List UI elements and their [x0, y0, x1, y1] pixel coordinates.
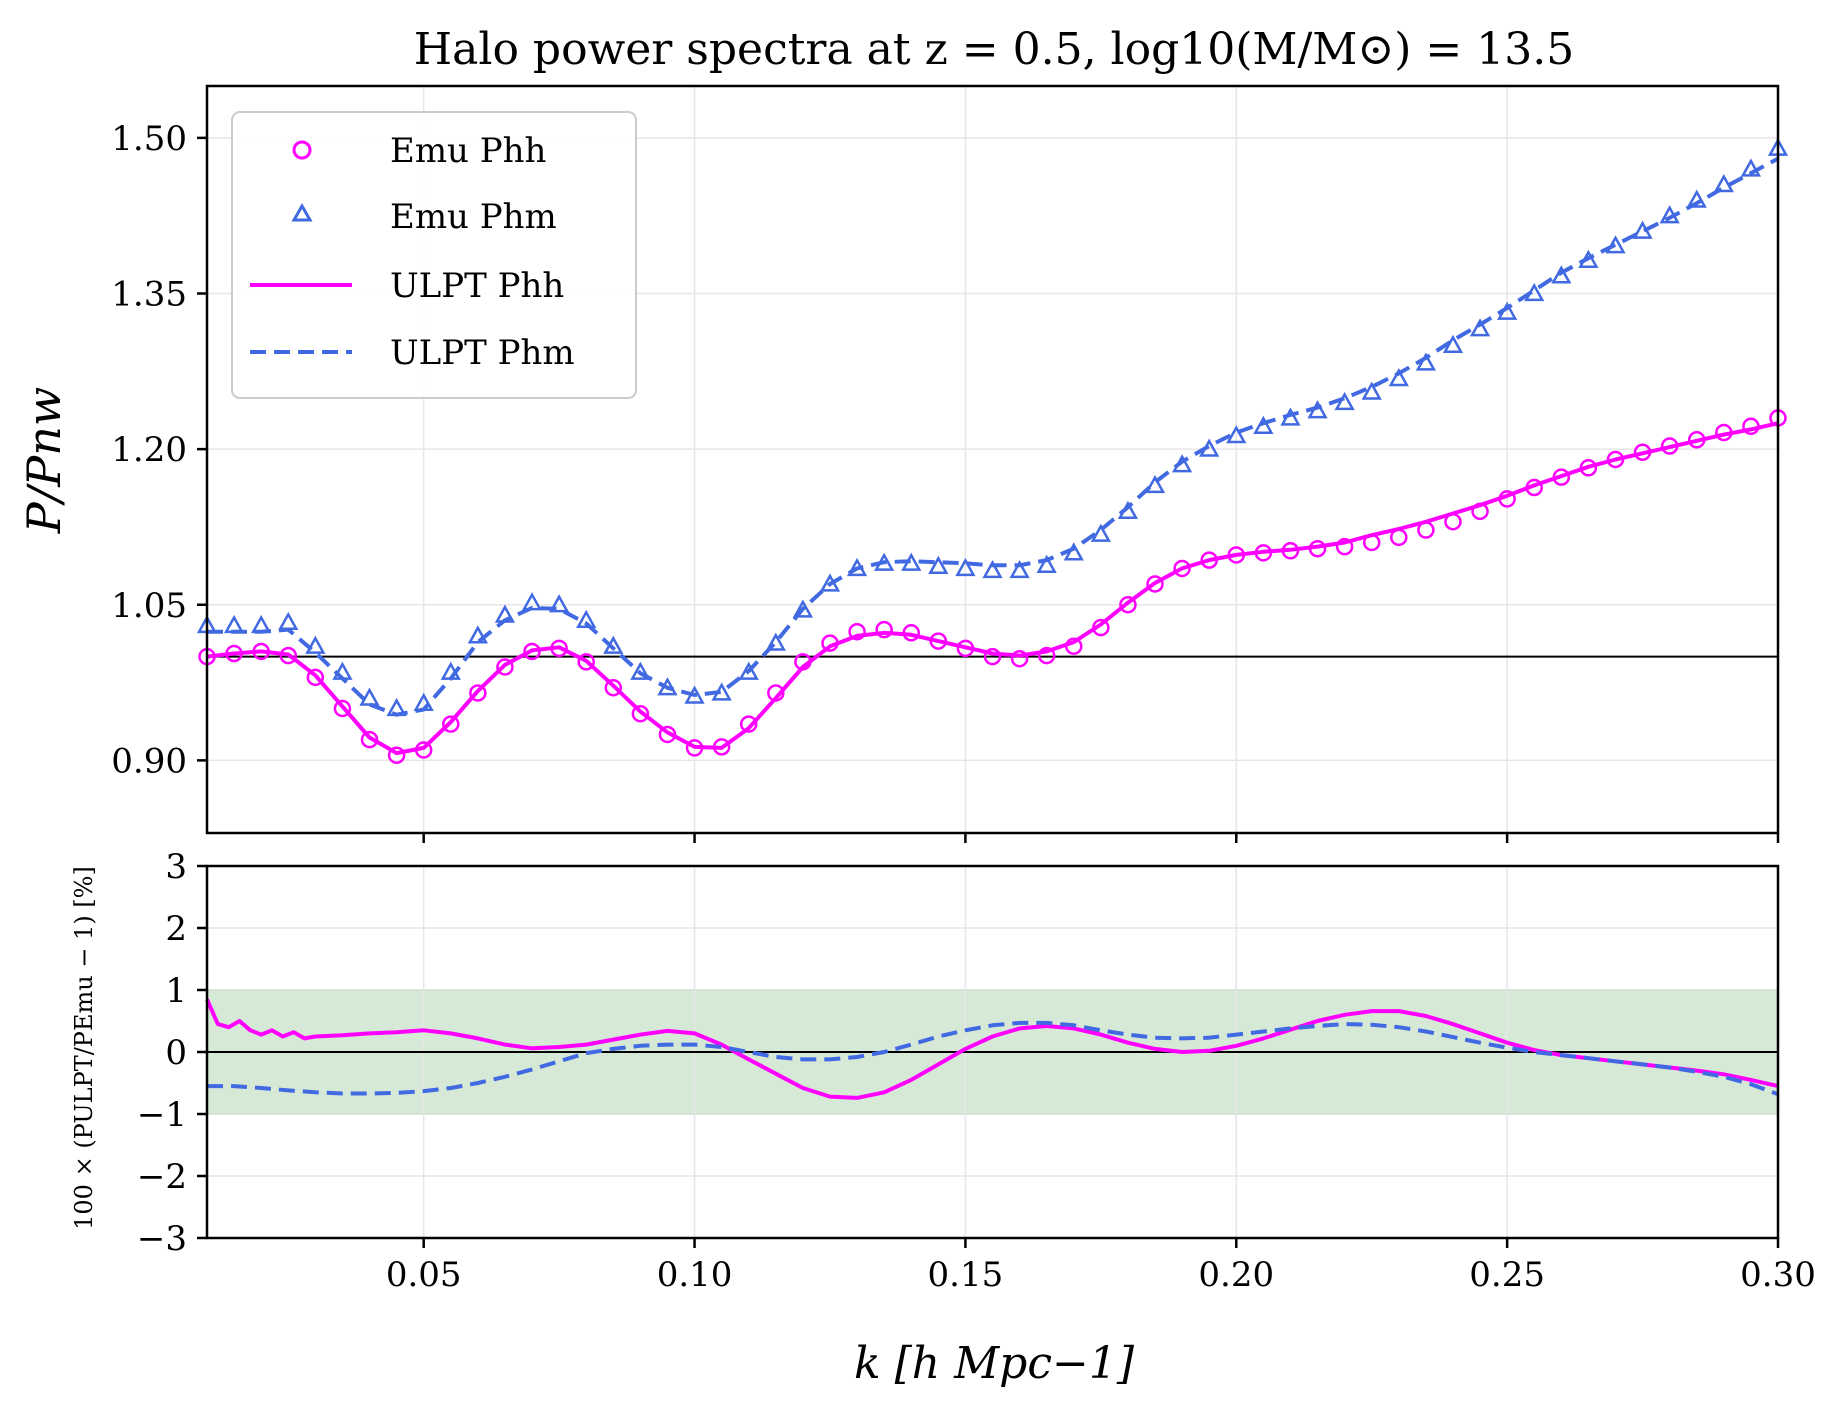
legend: Emu Phh Emu Phm ULPT Phh ULPT Phm: [231, 111, 637, 399]
data-point-circle: [983, 647, 1002, 666]
legend-item-emu-hm: Emu Phm: [291, 197, 557, 237]
top-y-tick-label: 0.90: [111, 741, 187, 781]
data-point-triangle: [1469, 318, 1491, 337]
legend-item-ulpt-hh: ULPT Phh: [250, 266, 564, 306]
data-point-circle: [631, 704, 650, 723]
data-point-triangle: [1361, 381, 1382, 400]
data-point-circle: [1010, 649, 1029, 668]
data-point-circle: [496, 658, 514, 676]
data-point-circle: [1146, 575, 1164, 593]
legend-triangle-marker-icon: [291, 202, 313, 222]
data-point-triangle: [1036, 554, 1057, 573]
bottom-panel: −3 −2 −1 0 1 2 3 0.05 0.10 0.15 0.20 0.25 0.30 100 …: [70, 847, 1816, 1389]
top-grid: [207, 86, 1779, 833]
top-y-tick-label: 1.05: [111, 586, 187, 626]
data-point-circle: [739, 715, 758, 733]
series-line-ulpt-phm: [207, 156, 1779, 717]
data-point-circle: [848, 622, 866, 641]
top-y-axis-label: P/Pnw: [17, 387, 71, 534]
data-point-triangle: [1686, 189, 1707, 208]
top-y-tick-label: 1.20: [111, 430, 187, 470]
data-point-triangle: [928, 555, 949, 575]
data-point-triangle: [359, 687, 380, 706]
data-point-circle: [577, 653, 595, 671]
bottom-y-tick-label: 3: [165, 847, 187, 887]
x-tick-label: 0.05: [386, 1255, 462, 1295]
data-point-triangle: [1253, 415, 1274, 434]
data-point-triangle: [630, 661, 651, 680]
series-line-ulpt-phh: [206, 421, 1779, 756]
data-point-circle: [1119, 596, 1137, 614]
data-point-triangle: [955, 557, 976, 577]
top-panel: 0.90 1.05 1.20 1.35 1.50 P/Pnw Emu Phh Emu P…: [17, 84, 1789, 843]
bottom-y-tick-label: −3: [137, 1219, 187, 1259]
top-y-tick-label: 1.50: [111, 119, 187, 159]
legend-box: [231, 111, 637, 399]
bottom-x-ticks: 0.05 0.10 0.15 0.20 0.25 0.30: [386, 1238, 1816, 1295]
bottom-y-tick-label: −2: [137, 1157, 187, 1197]
data-point-triangle: [1388, 368, 1409, 387]
data-point-circle: [333, 699, 352, 718]
data-point-triangle: [1144, 474, 1166, 494]
data-point-circle: [1037, 646, 1056, 665]
legend-item-emu-hh: Emu Phh: [292, 131, 546, 171]
x-tick-label: 0.15: [928, 1255, 1004, 1295]
bottom-y-tick-label: 0: [165, 1033, 187, 1073]
x-tick-label: 0.30: [1740, 1255, 1816, 1295]
bottom-y-axis-label: 100 × (PULPT/PEmu − 1) [%]: [70, 866, 98, 1230]
data-point-triangle: [765, 632, 786, 651]
x-tick-label: 0.25: [1469, 1255, 1545, 1295]
legend-label-ulpt-hh: ULPT Phh: [390, 266, 564, 306]
data-point-triangle: [1009, 559, 1030, 579]
data-point-circle: [1173, 559, 1191, 578]
data-point-circle: [387, 746, 406, 764]
data-point-triangle: [738, 661, 759, 680]
bottom-y-tick-label: 2: [165, 909, 187, 949]
residual-line-hm: [207, 1020, 1779, 1097]
legend-item-ulpt-hm: ULPT Phm: [250, 333, 575, 373]
data-point-triangle: [548, 594, 570, 613]
legend-label-emu-hm: Emu Phm: [390, 197, 557, 237]
top-series: [196, 137, 1789, 764]
data-point-triangle: [1226, 425, 1247, 444]
data-point-triangle: [467, 625, 488, 644]
top-y-ticks: 0.90 1.05 1.20 1.35 1.50: [111, 119, 207, 781]
data-point-circle: [1335, 537, 1354, 556]
data-point-circle: [442, 715, 460, 733]
bottom-y-tick-label: −1: [137, 1095, 187, 1135]
top-x-ticks: [422, 833, 1780, 843]
legend-label-emu-hh: Emu Phh: [390, 131, 546, 171]
bottom-series: [205, 998, 1779, 1100]
legend-label-ulpt-hm: ULPT Phm: [390, 333, 575, 373]
data-point-circle: [306, 668, 325, 687]
data-point-circle: [875, 620, 893, 639]
data-point-triangle: [1090, 523, 1111, 542]
chart-title: Halo power spectra at z = 0.5, log10(M/M…: [414, 24, 1574, 75]
x-tick-label: 0.20: [1198, 1255, 1274, 1295]
data-point-triangle: [576, 609, 597, 628]
data-point-circle: [604, 679, 623, 697]
legend-circle-marker-icon: [292, 140, 312, 160]
data-point-triangle: [305, 635, 326, 654]
data-point-triangle: [1551, 265, 1572, 284]
data-point-triangle: [982, 559, 1003, 579]
bottom-y-ticks: −3 −2 −1 0 1 2 3: [137, 847, 207, 1259]
data-point-circle: [469, 684, 487, 702]
top-axes-frame: [205, 84, 1780, 835]
x-tick-label: 0.10: [657, 1255, 733, 1295]
top-y-tick-label: 1.35: [111, 275, 187, 315]
bottom-y-tick-label: 1: [165, 971, 187, 1011]
residual-line-hh: [205, 998, 1779, 1100]
x-axis-label: k [h Mpc−1]: [854, 1338, 1135, 1389]
data-point-triangle: [792, 599, 814, 618]
